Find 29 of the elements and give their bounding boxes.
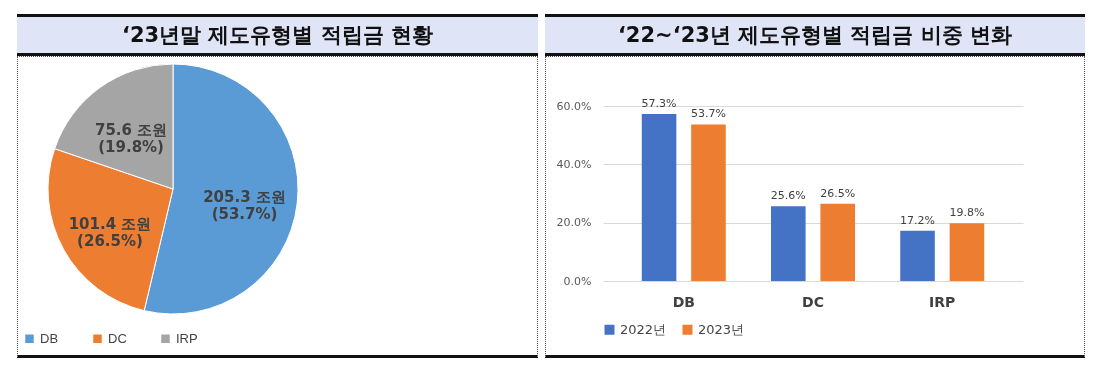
data-label: 75.6 조원 (19.8%)	[94, 121, 168, 157]
data-label: 19.8%	[949, 206, 985, 220]
bar	[949, 223, 985, 281]
data-label: 25.6%	[770, 189, 806, 203]
data-label: 57.3%	[641, 96, 677, 110]
x-tick-label: DB	[672, 293, 695, 310]
data-label: 53.7%	[691, 107, 726, 121]
x-tick-label: IRP	[929, 293, 956, 310]
legend-label: 2022년	[620, 321, 667, 337]
legend-label: IRP	[176, 330, 198, 346]
chart-title: ‘22~‘23년 제도유형별 적립금 비중 변화	[545, 14, 1085, 56]
legend-label: DC	[108, 330, 127, 346]
chart-title: ‘23년말 제도유형별 적립금 현황	[17, 14, 538, 56]
bar	[900, 230, 935, 281]
legend-label: DB	[40, 330, 59, 346]
y-tick-label: 40.0%	[556, 157, 592, 171]
bar	[771, 206, 806, 281]
bar	[820, 203, 855, 281]
x-tick-label: DC	[802, 293, 824, 310]
data-label: 101.4 조원 (26.5%)	[68, 214, 152, 250]
data-label: 205.3 조원 (53.7%)	[203, 188, 286, 224]
y-tick-label: 20.0%	[556, 216, 592, 230]
data-label: 17.2%	[900, 213, 935, 227]
data-label: 26.5%	[820, 186, 856, 200]
y-tick-label: 0.0%	[563, 274, 592, 288]
bar	[641, 113, 677, 281]
y-tick-label: 60.0%	[556, 99, 592, 113]
legend-label: 2023년	[698, 321, 745, 337]
bar	[691, 124, 726, 281]
